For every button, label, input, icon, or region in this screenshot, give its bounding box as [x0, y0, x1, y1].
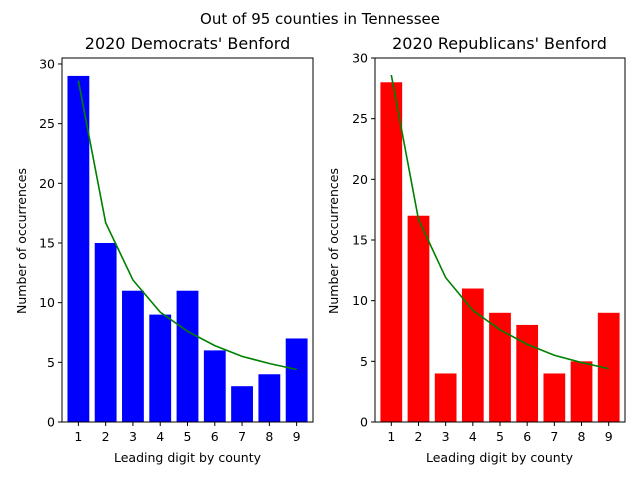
figure-suptitle: Out of 95 counties in Tennessee	[200, 10, 440, 28]
democrats-y-tick-label-0: 0	[47, 415, 55, 430]
republicans-panel: 2020 Republicans' Benford Leading digit …	[326, 34, 626, 465]
democrats-y-tick-label-25: 25	[39, 116, 55, 131]
republicans-bar-1	[380, 82, 403, 423]
republicans-bar-2	[407, 215, 430, 422]
republicans-bar-6	[516, 324, 539, 422]
republicans-chart-title: 2020 Republicans' Benford	[392, 34, 607, 53]
republicans-bar-9	[597, 312, 620, 422]
democrats-y-tick-label-5: 5	[47, 355, 55, 370]
democrats-y-tick-label-15: 15	[39, 235, 55, 250]
republicans-y-tick-label-20: 20	[352, 172, 368, 187]
republicans-x-tick-label-3: 3	[442, 429, 450, 444]
republicans-x-tick-label-8: 8	[578, 429, 586, 444]
republicans-x-tick-label-7: 7	[550, 429, 558, 444]
democrats-x-tick-label-9: 9	[293, 429, 301, 444]
democrats-panel: 2020 Democrats' Benford Leading digit by…	[14, 34, 314, 465]
republicans-y-tick-label-10: 10	[352, 293, 368, 308]
democrats-y-tick-label-10: 10	[39, 295, 55, 310]
democrats-bar-1	[67, 75, 90, 423]
republicans-bar-3	[434, 373, 457, 422]
democrats-expected-line	[77, 80, 297, 371]
republicans-x-tick-label-5: 5	[496, 429, 504, 444]
republicans-y-tick-label-15: 15	[352, 233, 368, 248]
republicans-bar-4	[461, 288, 484, 422]
republicans-y-tick-label-5: 5	[360, 354, 368, 369]
democrats-x-axis-label: Leading digit by county	[114, 450, 262, 465]
democrats-x-tick-label-3: 3	[129, 429, 137, 444]
democrats-x-tick-label-7: 7	[238, 429, 246, 444]
democrats-y-tick-label-20: 20	[39, 176, 55, 191]
republicans-bar-8	[570, 361, 593, 422]
republicans-y-tick-label-30: 30	[352, 51, 368, 66]
democrats-bar-9	[285, 338, 308, 422]
democrats-y-axis-label: Number of occurrences	[14, 168, 29, 314]
democrats-bar-5	[176, 290, 199, 422]
democrats-bar-3	[122, 290, 144, 422]
democrats-x-tick-label-8: 8	[265, 429, 273, 444]
democrats-x-tick-label-6: 6	[211, 429, 219, 444]
democrats-x-tick-label-5: 5	[184, 429, 192, 444]
democrats-bar-8	[258, 374, 281, 422]
democrats-bar-7	[231, 386, 253, 422]
democrats-x-tick-label-4: 4	[156, 429, 164, 444]
republicans-expected-line	[390, 74, 609, 370]
republicans-x-tick-label-6: 6	[523, 429, 531, 444]
democrats-bar-2	[94, 242, 117, 422]
democrats-x-tick-label-2: 2	[102, 429, 110, 444]
republicans-y-tick-label-0: 0	[360, 415, 368, 430]
republicans-y-tick-label-25: 25	[352, 111, 368, 126]
republicans-x-tick-label-4: 4	[469, 429, 477, 444]
republicans-x-axis-label: Leading digit by county	[426, 450, 574, 465]
republicans-bar-7	[543, 373, 566, 422]
democrats-y-tick-label-30: 30	[39, 56, 55, 71]
democrats-chart-title: 2020 Democrats' Benford	[85, 34, 290, 53]
democrats-bar-4	[149, 314, 172, 422]
republicans-y-axis-label: Number of occurrences	[326, 168, 341, 314]
republicans-x-tick-label-2: 2	[415, 429, 423, 444]
republicans-x-tick-label-9: 9	[605, 429, 613, 444]
democrats-bar-6	[203, 350, 226, 422]
republicans-x-tick-label-1: 1	[387, 429, 395, 444]
republicans-bar-5	[489, 312, 511, 422]
democrats-x-tick-label-1: 1	[74, 429, 82, 444]
